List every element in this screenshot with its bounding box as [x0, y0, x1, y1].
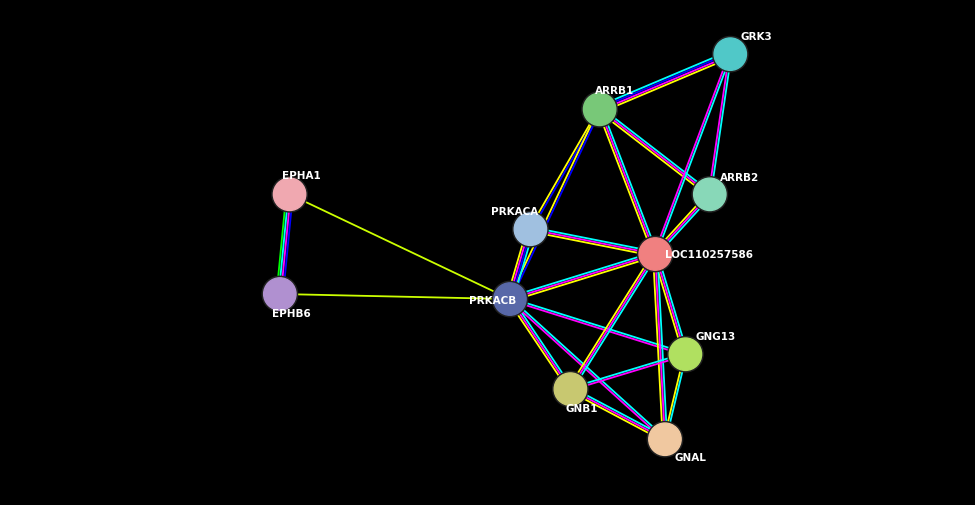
Circle shape: [559, 377, 582, 401]
Circle shape: [644, 242, 667, 267]
Circle shape: [713, 37, 748, 73]
Circle shape: [647, 422, 682, 457]
Circle shape: [278, 183, 301, 207]
Circle shape: [693, 179, 726, 211]
Circle shape: [674, 342, 697, 367]
Circle shape: [554, 373, 587, 406]
Circle shape: [263, 278, 296, 311]
Circle shape: [588, 98, 611, 122]
Circle shape: [514, 214, 547, 246]
Circle shape: [273, 179, 306, 211]
Text: ARRB2: ARRB2: [720, 173, 759, 183]
Circle shape: [639, 238, 672, 271]
Circle shape: [648, 423, 682, 456]
Circle shape: [583, 94, 616, 126]
Circle shape: [719, 43, 742, 67]
Circle shape: [692, 177, 727, 213]
Text: EPHB6: EPHB6: [272, 309, 311, 319]
Circle shape: [669, 338, 702, 371]
Text: PRKACA: PRKACA: [491, 207, 538, 217]
Text: LOC110257586: LOC110257586: [665, 249, 753, 260]
Circle shape: [498, 287, 522, 312]
Circle shape: [513, 212, 548, 247]
Text: PRKACB: PRKACB: [469, 295, 516, 306]
Circle shape: [582, 92, 617, 128]
Circle shape: [493, 283, 526, 316]
Text: GNG13: GNG13: [695, 331, 735, 341]
Text: EPHA1: EPHA1: [282, 171, 321, 181]
Circle shape: [262, 277, 297, 312]
Circle shape: [638, 237, 673, 272]
Text: ARRB1: ARRB1: [595, 86, 634, 96]
Circle shape: [553, 372, 588, 407]
Circle shape: [519, 218, 542, 242]
Circle shape: [668, 337, 703, 372]
Text: GRK3: GRK3: [740, 32, 772, 42]
Circle shape: [272, 177, 307, 213]
Circle shape: [268, 282, 292, 307]
Circle shape: [653, 427, 677, 451]
Circle shape: [714, 39, 747, 71]
Circle shape: [492, 282, 527, 317]
Text: GNAL: GNAL: [675, 452, 707, 463]
Text: GNB1: GNB1: [566, 403, 598, 414]
Circle shape: [698, 183, 722, 207]
